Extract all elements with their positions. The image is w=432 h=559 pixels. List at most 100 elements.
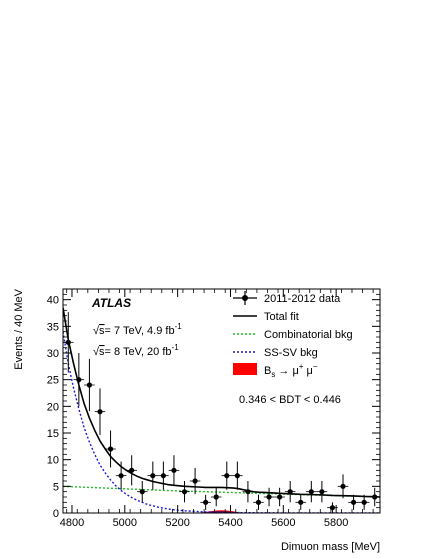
experiment-label: ATLAS — [91, 296, 131, 310]
data-point-marker — [298, 499, 304, 505]
data-point-marker — [277, 494, 283, 500]
legend: 2011-2012 data Total fit Combinatorial b… — [233, 291, 353, 379]
data-point-marker — [329, 505, 336, 511]
total-fit-curve — [63, 307, 380, 498]
legend-entry-sssv: SS-SV bkg — [233, 347, 318, 359]
sqrt-sign: √ — [93, 325, 100, 337]
sssv-bkg-curve — [63, 331, 380, 513]
y-tick-label: 40 — [47, 295, 59, 307]
data-point — [179, 481, 190, 503]
y-tick-label: 0 — [53, 508, 59, 520]
energy-line-2: √s= 8 TeV, 20 fb-1 — [93, 343, 179, 358]
data-point — [358, 494, 370, 510]
legend-data-marker — [242, 295, 248, 301]
y-tick-label: 35 — [47, 321, 59, 333]
data-point-marker — [234, 473, 240, 479]
y-tick-label: 25 — [47, 375, 59, 387]
data-point-marker — [86, 382, 93, 388]
x-tick-label: 5800 — [324, 517, 348, 529]
data-point-marker — [107, 446, 114, 452]
bs-sup2: − — [313, 362, 318, 371]
legend-entry-data: 2011-2012 data — [233, 291, 341, 305]
sqrt-sign: √ — [93, 346, 100, 358]
plot-content — [63, 307, 380, 513]
data-point-marker — [266, 494, 272, 500]
legend-label-sssv: SS-SV bkg — [264, 347, 318, 359]
energy-text: = 8 TeV, 20 fb — [105, 346, 172, 358]
legend-entry-comb: Combinatorial bkg — [233, 329, 353, 341]
bs-arrow: → μ — [275, 365, 298, 377]
legend-label-comb: Combinatorial bkg — [264, 329, 353, 341]
data-point-marker — [361, 499, 367, 505]
bs-b: B — [264, 365, 271, 377]
x-tick-label: 5600 — [271, 517, 295, 529]
energy-text: = 7 TeV, 4.9 fb — [105, 325, 175, 337]
data-point-marker — [340, 483, 346, 489]
legend-label-bs: Bs → μ+ μ− — [264, 362, 318, 379]
data-point — [73, 353, 85, 407]
y-tick-label: 20 — [47, 401, 59, 413]
data-point — [348, 494, 359, 510]
data-point-marker — [203, 499, 209, 505]
data-point — [136, 481, 148, 503]
energy-s: s — [99, 346, 105, 358]
x-tick-label: 4800 — [60, 517, 84, 529]
data-point — [221, 461, 233, 490]
energy-sup: -1 — [172, 343, 180, 352]
data-point-marker — [213, 494, 219, 500]
data-point-marker — [255, 499, 262, 505]
data-point-marker — [97, 409, 103, 415]
legend-entry-total: Total fit — [233, 311, 299, 323]
data-point-marker — [192, 478, 198, 484]
y-tick-label: 10 — [47, 455, 59, 467]
data-point — [126, 455, 137, 486]
data-point-marker — [350, 499, 357, 505]
data-point-marker — [150, 473, 156, 479]
energy-sup: -1 — [175, 322, 183, 331]
data-point — [94, 388, 106, 435]
data-point — [253, 494, 264, 510]
data-point — [316, 481, 328, 503]
clipped-series — [63, 307, 380, 513]
data-point-marker — [245, 489, 251, 495]
data-point — [84, 358, 95, 412]
data-point-marker — [287, 489, 293, 495]
data-point-marker — [181, 489, 188, 495]
x-tick-label: 5400 — [218, 517, 242, 529]
data-point-marker — [171, 467, 177, 473]
x-tick-label: 5000 — [113, 517, 137, 529]
data-point-marker — [308, 489, 314, 495]
data-point-marker — [319, 489, 325, 495]
data-point — [337, 474, 349, 499]
data-point — [242, 481, 254, 503]
y-axis-title: Events / 40 MeV — [13, 288, 25, 369]
legend-label-data: 2011-2012 data — [264, 293, 341, 305]
data-point — [105, 430, 116, 468]
data-point — [200, 494, 211, 510]
data-point — [274, 487, 285, 507]
data-point-marker — [129, 467, 135, 473]
data-point — [306, 481, 317, 503]
data-point-marker — [160, 473, 166, 479]
data-point-marker — [76, 377, 82, 383]
data-point — [263, 487, 275, 507]
energy-s: s — [99, 325, 105, 337]
y-tick-label: 30 — [47, 348, 59, 360]
data-point — [210, 487, 222, 507]
data-point — [115, 461, 127, 490]
data-point-marker — [224, 473, 230, 479]
data-point-marker — [118, 473, 124, 479]
x-axis-title: Dimuon mass [MeV] — [281, 541, 380, 553]
data-point — [168, 455, 180, 486]
y-tick-label: 5 — [53, 481, 59, 493]
bs-sup1: + — [299, 362, 304, 371]
energy-line-1: √s= 7 TeV, 4.9 fb-1 — [93, 322, 182, 337]
bs-mu2: μ — [303, 365, 312, 377]
data-point — [189, 467, 201, 495]
data-point — [284, 481, 296, 503]
selection-label: 0.346 < BDT < 0.446 — [239, 394, 341, 406]
data-point — [295, 494, 307, 510]
legend-label-total: Total fit — [264, 311, 299, 323]
data-point — [158, 461, 169, 490]
